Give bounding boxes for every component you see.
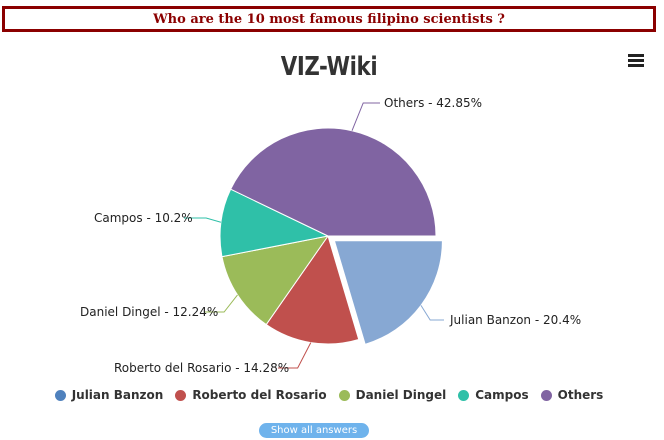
chart-title: VIZ-Wiki [280,52,378,82]
question-banner: Who are the 10 most famous filipino scie… [2,6,656,32]
legend-label: Daniel Dingel [355,388,447,402]
legend-label: Roberto del Rosario [192,388,327,402]
data-label: Daniel Dingel - 12.24% [80,305,218,319]
connector-line [351,102,380,131]
chart-legend: Julian Banzon Roberto del Rosario Daniel D… [0,388,658,402]
legend-label: Julian Banzon [71,388,164,402]
connector-line [420,305,444,321]
legend-label: Campos [475,388,529,402]
show-all-answers-button[interactable]: Show all answers [259,423,369,438]
data-label: Julian Banzon - 20.4% [449,313,581,327]
pie-slice-roberto-del-rosario[interactable] [265,234,360,345]
data-label: Roberto del Rosario - 14.28% [114,361,289,375]
connector-line [278,342,312,369]
legend-item[interactable]: Julian Banzon [54,388,164,402]
legend-label: Others [557,388,604,402]
legend-dot-icon [54,389,66,401]
connector-line [204,294,238,313]
legend-item[interactable]: Campos [458,388,529,402]
connector-line [184,217,222,223]
legend-item[interactable]: Daniel Dingel [338,388,447,402]
legend-dot-icon [338,389,350,401]
question-text: Who are the 10 most famous filipino scie… [153,11,505,27]
data-label: Others - 42.85% [384,96,482,110]
legend-dot-icon [540,389,552,401]
legend-dot-icon [458,389,470,401]
legend-item[interactable]: Roberto del Rosario [175,388,327,402]
legend-dot-icon [175,389,187,401]
hamburger-menu-icon[interactable] [628,54,644,68]
pie-slice-daniel-dingel[interactable] [221,235,330,326]
pie-slice-others[interactable] [230,127,437,237]
data-label: Campos - 10.2% [94,211,193,225]
legend-item[interactable]: Others [540,388,604,402]
